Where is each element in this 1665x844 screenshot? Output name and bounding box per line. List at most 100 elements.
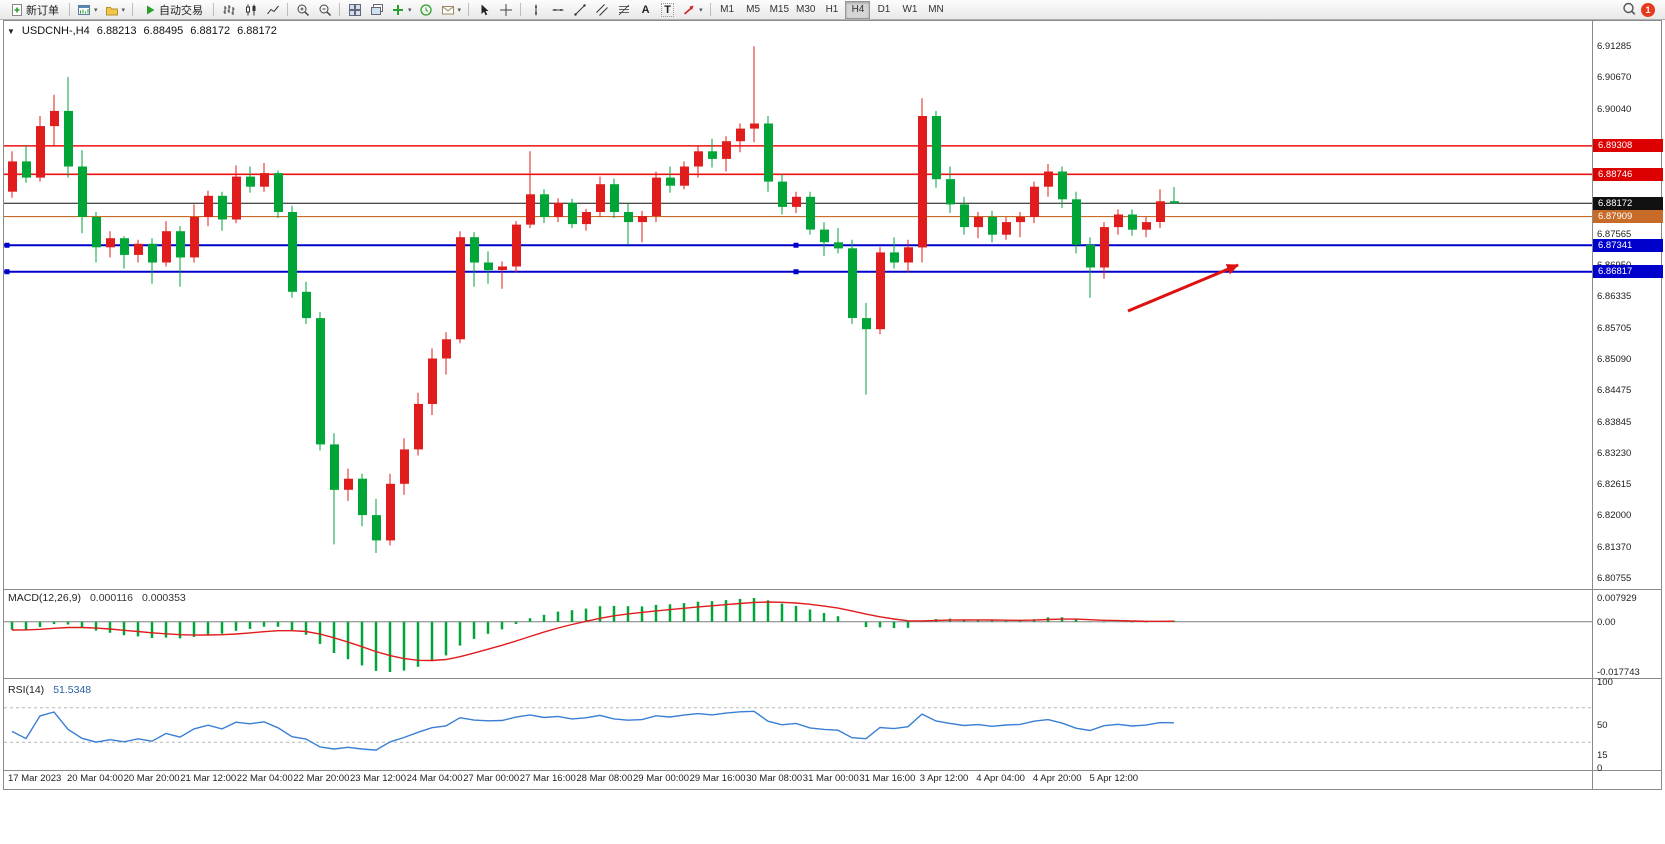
cascade-windows-button[interactable] — [366, 1, 387, 19]
support-line-1-handle[interactable] — [793, 242, 799, 248]
notification-badge[interactable]: 1 — [1641, 2, 1655, 17]
price-axis-label: 6.84475 — [1597, 385, 1632, 397]
arrows-tool-button[interactable]: ▾ — [679, 1, 706, 19]
macd-name: MACD(12,26,9) — [8, 592, 81, 604]
one-click-trading-toggle[interactable]: ▼ — [7, 26, 15, 36]
candle — [456, 237, 465, 340]
horizontal-line-button[interactable] — [547, 1, 568, 19]
support-line-1-handle[interactable] — [4, 242, 10, 248]
timeframe-m30-button[interactable]: M30 — [793, 1, 818, 19]
candle — [176, 231, 185, 258]
time-axis-label: 24 Mar 04:00 — [406, 773, 463, 784]
dropdown-caret-icon: ▾ — [121, 6, 126, 14]
candle — [652, 177, 661, 216]
macd-axis-label: 0.00 — [1597, 616, 1616, 628]
candle — [120, 238, 129, 255]
price-tag: 6.86817 — [1593, 265, 1663, 279]
vertical-line-button[interactable] — [525, 1, 546, 19]
price-axis-label: 6.90040 — [1597, 103, 1632, 115]
candle — [736, 128, 745, 142]
zoom-out-button[interactable] — [314, 1, 335, 19]
chart-frame — [3, 20, 1662, 790]
timeframe-m1-button[interactable]: M1 — [715, 1, 740, 19]
price-axis-label: 6.85090 — [1597, 353, 1632, 365]
time-axis-label: 22 Mar 04:00 — [236, 773, 293, 784]
support-line-2-handle[interactable] — [4, 269, 10, 275]
timeframe-h1-button[interactable]: H1 — [819, 1, 844, 19]
candle — [932, 116, 941, 180]
candle — [512, 224, 521, 267]
candle — [330, 444, 339, 490]
crosshair-button[interactable] — [495, 1, 516, 19]
candle — [624, 212, 633, 223]
search-button[interactable] — [1619, 1, 1640, 19]
time-axis-label: 5 Apr 12:00 — [1089, 773, 1139, 784]
bar-chart-button[interactable] — [218, 1, 239, 19]
candle — [540, 194, 549, 217]
line-chart-button[interactable] — [262, 1, 283, 19]
zoom-in-icon — [297, 4, 309, 16]
tile-windows-button[interactable] — [344, 1, 365, 19]
channel-button[interactable] — [591, 1, 612, 19]
mail-icon — [441, 5, 454, 14]
timeframe-mn-button[interactable]: MN — [923, 1, 948, 19]
price-axis-label: 6.80755 — [1597, 572, 1632, 584]
candle — [918, 116, 927, 248]
candle — [848, 248, 857, 318]
chart-canvas[interactable] — [0, 20, 1665, 844]
line-chart-icon — [266, 5, 279, 14]
candle — [596, 184, 605, 212]
timeframe-toolbar: M1 M5 M15 M30 H1 H4 D1 W1 MN — [715, 0, 949, 19]
toolbar-separator — [468, 3, 470, 16]
indicators-button[interactable]: ▾ — [388, 1, 415, 19]
timeframe-d1-button[interactable]: D1 — [871, 1, 896, 19]
cascade-windows-icon — [370, 3, 383, 15]
search-icon — [1623, 2, 1636, 15]
autotrading-button[interactable]: 自动交易 — [137, 1, 209, 19]
cursor-icon — [481, 4, 489, 15]
alerts-button[interactable] — [416, 1, 437, 19]
price-tag: 6.87909 — [1593, 210, 1663, 224]
profiles-button[interactable]: ▾ — [102, 1, 129, 19]
candle — [470, 237, 479, 263]
timeframe-m5-button[interactable]: M5 — [741, 1, 766, 19]
cursor-button[interactable] — [473, 1, 494, 19]
fibonacci-button[interactable] — [613, 1, 634, 19]
annotation-arrow[interactable] — [1127, 263, 1239, 313]
mail-button[interactable]: ▾ — [438, 1, 465, 19]
zoom-in-button[interactable] — [292, 1, 313, 19]
time-axis-label: 4 Apr 04:00 — [976, 773, 1025, 784]
candle — [64, 110, 73, 167]
annotation-layer — [1127, 263, 1239, 313]
text-tool-glyph: A — [641, 3, 650, 16]
new-chart-button[interactable]: ▾ — [74, 1, 101, 19]
trendline-button[interactable] — [569, 1, 590, 19]
rsi-axis-label: 50 — [1597, 720, 1608, 731]
timeframe-h4-button[interactable]: H4 — [845, 0, 871, 19]
new-order-button[interactable]: 新订单 — [4, 1, 65, 19]
rsi-axis-label: 100 — [1597, 677, 1613, 688]
arrows-tool-icon — [684, 5, 694, 15]
price-tag: 6.87341 — [1593, 238, 1663, 252]
timeframe-w1-button[interactable]: W1 — [897, 1, 922, 19]
symbol-timeframe: USDCNH-,H4 — [21, 25, 90, 37]
candlestick-chart-button[interactable] — [240, 1, 261, 19]
candle — [974, 217, 983, 228]
timeframe-m15-button[interactable]: M15 — [767, 1, 792, 19]
price-axis-label: 6.85705 — [1597, 322, 1632, 334]
candle — [610, 184, 619, 212]
ohlc-open: 6.88213 — [96, 25, 137, 37]
toolbar-separator — [69, 3, 70, 16]
support-line-2-handle[interactable] — [793, 269, 799, 275]
candle — [218, 195, 227, 220]
candle — [36, 126, 45, 178]
label-tool-button[interactable]: T — [657, 1, 678, 19]
toolbar-separator — [339, 3, 341, 16]
toolbar-separator — [520, 3, 522, 16]
new-order-doc-icon — [12, 3, 22, 16]
candle — [372, 515, 381, 541]
candle — [232, 176, 241, 220]
rsi-axis-label: 0 — [1597, 763, 1603, 774]
label-tool-glyph: T — [661, 2, 674, 17]
text-tool-button[interactable]: A — [635, 1, 656, 19]
